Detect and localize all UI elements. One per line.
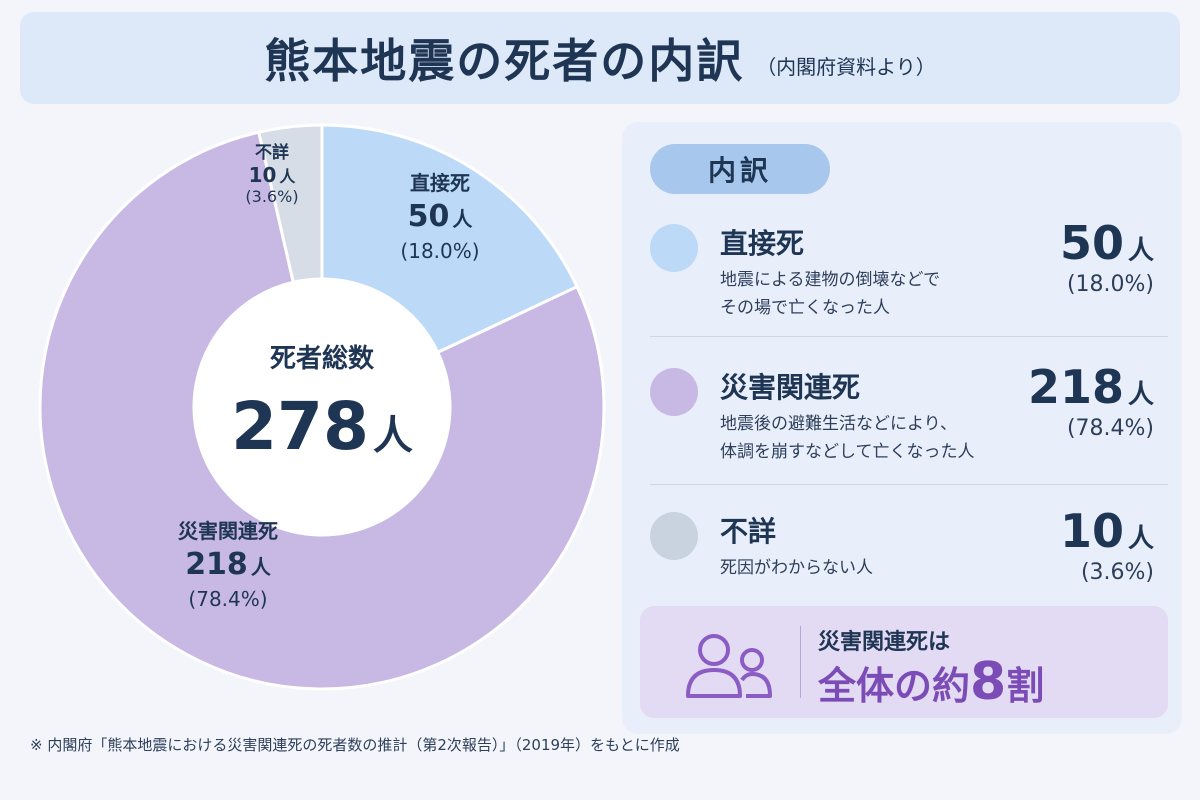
callout-line1: 災害関連死は xyxy=(818,630,951,655)
donut-hole xyxy=(194,279,450,535)
legend-dot-related xyxy=(650,368,698,416)
divider xyxy=(650,484,1168,485)
item-number: 50 xyxy=(1059,216,1124,270)
item-desc-line2: 体調を崩すなどして亡くなった人 xyxy=(720,442,975,462)
item-unit: 人 xyxy=(1127,380,1154,410)
item-unit: 人 xyxy=(1127,524,1154,554)
item-number: 218 xyxy=(1027,360,1124,414)
item-desc-line2: その場で亡くなった人 xyxy=(720,298,890,318)
item-percent: (18.0%) xyxy=(1066,272,1154,297)
item-value: 50 人 (18.0%) xyxy=(1060,216,1154,297)
item-desc: 地震後の避難生活などにより、 体調を崩すなどして亡くなった人 xyxy=(720,410,1050,466)
slice-label-name: 直接死 xyxy=(410,171,470,195)
callout-line2: 全体の約8割 xyxy=(818,652,1044,712)
legend-dot-direct xyxy=(650,224,698,272)
slice-label-percent: (18.0%) xyxy=(400,239,479,263)
item-percent: (78.4%) xyxy=(1066,416,1154,441)
slice-label-value: 10 人 xyxy=(249,163,297,187)
item-unit: 人 xyxy=(1127,236,1154,266)
breakdown-heading: 内訳 xyxy=(650,144,830,194)
slice-label-value: 50 人 xyxy=(408,199,474,234)
item-name: 災害関連死 xyxy=(720,371,861,404)
item-percent: (3.6%) xyxy=(1080,560,1154,585)
legend-dot-unknown xyxy=(650,512,698,560)
item-desc: 地震による建物の倒壊などで その場で亡くなった人 xyxy=(720,266,1050,322)
callout-box: 災害関連死は 全体の約8割 xyxy=(640,606,1168,718)
page-title: 熊本地震の死者の内訳 xyxy=(264,34,745,88)
item-desc-line1: 地震による建物の倒壊などで xyxy=(720,270,941,290)
callout-line2-number: 8 xyxy=(970,652,1007,712)
item-desc-line1: 死因がわからない人 xyxy=(720,558,873,578)
slice-label-percent: (3.6%) xyxy=(245,187,298,206)
item-name: 不詳 xyxy=(720,515,777,548)
center-label: 死者総数 xyxy=(270,343,375,374)
footnote: ※ 内閣府「熊本地震における災害関連死の死者数の推計（第2次報告）」（2019年… xyxy=(30,736,680,754)
callout-line2-suffix: 割 xyxy=(1006,664,1045,708)
item-number: 10 xyxy=(1059,504,1124,558)
slice-label-name: 災害関連死 xyxy=(178,519,278,543)
breakdown-panel: 内訳 直接死 地震による建物の倒壊などで その場で亡くなった人 50 人 (18.… xyxy=(622,122,1182,734)
callout-line2-prefix: 全体の約 xyxy=(818,664,971,708)
slice-label-value: 218 人 xyxy=(185,547,272,582)
item-desc: 死因がわからない人 xyxy=(720,554,1050,582)
slice-label-percent: (78.4%) xyxy=(188,587,267,611)
people-icon xyxy=(686,634,772,698)
slice-label-name: 不詳 xyxy=(255,142,289,163)
divider xyxy=(650,336,1168,337)
item-value: 218 人 (78.4%) xyxy=(1028,360,1154,441)
callout-divider xyxy=(800,626,801,698)
title-bar: 熊本地震の死者の内訳 （内閣府資料より） xyxy=(20,12,1180,104)
item-name: 直接死 xyxy=(720,227,805,260)
page-subtitle: （内閣府資料より） xyxy=(756,54,936,79)
center-value: 278 人 xyxy=(231,388,413,465)
item-desc-line1: 地震後の避難生活などにより、 xyxy=(720,414,957,434)
item-value: 10 人 (3.6%) xyxy=(1060,504,1154,585)
